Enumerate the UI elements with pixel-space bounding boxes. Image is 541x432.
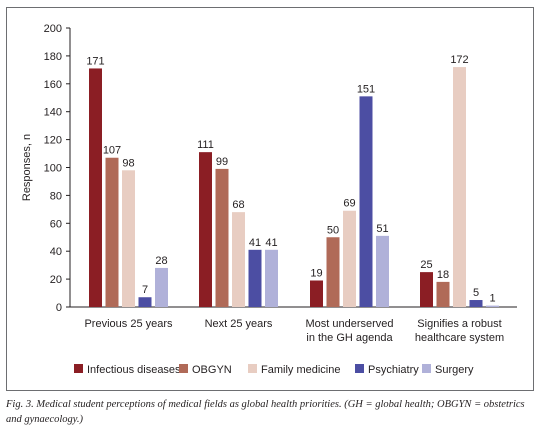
data-label: 50	[327, 224, 339, 236]
bar	[105, 157, 119, 307]
legend-label: Psychiatry	[368, 364, 419, 376]
y-tick-label: 120	[44, 135, 62, 147]
data-label: 1	[489, 293, 495, 305]
data-label: 28	[155, 255, 167, 267]
data-label: 41	[249, 237, 261, 249]
legend-label: OBGYN	[192, 364, 232, 376]
legend-swatch	[179, 364, 188, 373]
y-tick-label: 200	[44, 23, 62, 35]
bar	[359, 96, 373, 307]
data-label: 18	[437, 269, 449, 281]
x-category-label: healthcare system	[415, 332, 504, 344]
legend-swatch	[74, 364, 83, 373]
bar	[326, 237, 340, 307]
bar	[376, 235, 389, 307]
bar	[420, 272, 433, 307]
y-tick-label: 160	[44, 79, 62, 91]
bar	[469, 300, 483, 307]
data-label: 151	[357, 83, 375, 95]
bar	[155, 267, 168, 307]
data-label: 51	[376, 223, 388, 235]
legend-swatch	[355, 364, 364, 373]
bar	[436, 281, 450, 307]
data-label: 171	[86, 55, 104, 67]
legend-label: Family medicine	[261, 364, 340, 376]
data-label: 98	[122, 157, 134, 169]
legend-label: Surgery	[435, 364, 474, 376]
y-tick-label: 180	[44, 51, 62, 63]
legend-swatch	[248, 364, 257, 373]
data-label: 5	[473, 287, 479, 299]
bar	[453, 67, 466, 307]
y-tick-label: 140	[44, 107, 62, 119]
bar	[122, 170, 135, 307]
y-tick-label: 100	[44, 163, 62, 175]
y-tick-label: 20	[50, 274, 62, 286]
data-label: 7	[142, 284, 148, 296]
data-label: 41	[265, 237, 277, 249]
bar	[343, 210, 356, 307]
bar	[199, 152, 212, 307]
x-category-label: Most underserved	[305, 318, 393, 330]
data-label: 172	[450, 54, 468, 66]
bar	[215, 168, 229, 307]
bar	[89, 68, 102, 307]
data-label: 69	[343, 198, 355, 210]
figure-frame	[6, 7, 534, 391]
data-label: 99	[216, 156, 228, 168]
x-category-label: Next 25 years	[205, 318, 273, 330]
legend-swatch	[422, 364, 431, 373]
bar-chart: 0 20 40 60 80 100 120 140 160 180 200 Responses, n 1…	[21, 23, 517, 376]
bar	[486, 305, 499, 307]
bar	[310, 280, 323, 307]
y-tick-label: 0	[56, 302, 62, 314]
bar	[232, 212, 245, 307]
bar	[265, 249, 278, 307]
y-tick-label: 40	[50, 246, 62, 258]
data-label: 107	[103, 145, 121, 157]
data-label: 68	[232, 199, 244, 211]
legend-label: Infectious diseases	[87, 364, 181, 376]
x-category-label: Previous 25 years	[84, 318, 173, 330]
x-category-label: Signifies a robust	[417, 318, 501, 330]
bar	[138, 297, 152, 307]
y-tick-label: 60	[50, 218, 62, 230]
x-category-label: in the GH agenda	[306, 332, 393, 344]
y-tick-label: 80	[50, 190, 62, 202]
bar	[248, 249, 262, 307]
y-axis-title: Responses, n	[21, 134, 33, 201]
data-label: 111	[197, 139, 214, 151]
data-label: 19	[310, 267, 322, 279]
data-label: 25	[420, 259, 432, 271]
figure-caption: Fig. 3. Medical student perceptions of m…	[6, 399, 525, 425]
